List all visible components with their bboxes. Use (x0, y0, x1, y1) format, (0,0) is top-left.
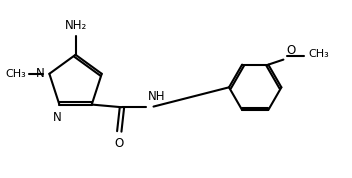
Text: NH: NH (148, 90, 165, 103)
Text: CH₃: CH₃ (308, 49, 329, 59)
Text: N: N (53, 111, 62, 124)
Text: O: O (115, 137, 124, 150)
Text: O: O (286, 44, 295, 57)
Text: NH₂: NH₂ (64, 19, 87, 32)
Text: N: N (36, 67, 45, 80)
Text: CH₃: CH₃ (5, 69, 26, 79)
